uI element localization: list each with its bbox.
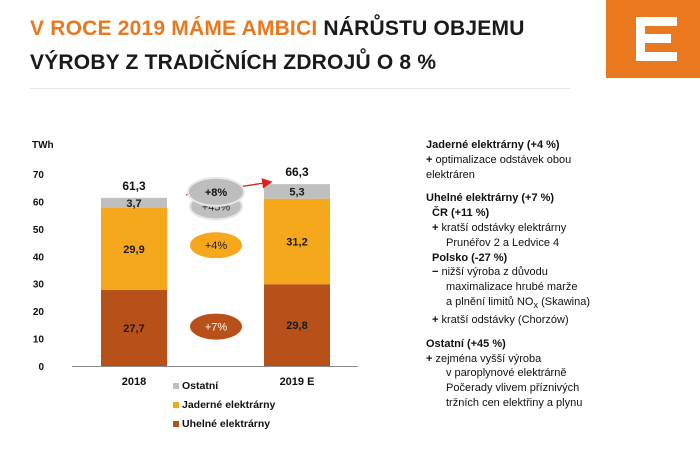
other-text-cont1: v paroplynové elektrárně xyxy=(446,367,567,380)
legend-label: Ostatní xyxy=(182,380,219,392)
other-text-cont3: tržních cen elektřiny a plynu xyxy=(446,396,583,409)
other-text: zejména vyšší výroba xyxy=(435,352,542,365)
data-label: 31,2 xyxy=(286,236,307,248)
bar-segment xyxy=(264,284,330,366)
coal-pl-sign: − xyxy=(432,266,439,279)
notes-other: Ostatní (+45 %) + zejména vyšší výroba v… xyxy=(426,337,696,411)
legend-label: Jaderné elektrárny xyxy=(182,399,276,411)
nuclear-bullet-text: optimalizace odstávek obou xyxy=(435,153,572,166)
bar-segment xyxy=(264,198,330,285)
notes-nuclear: Jaderné elektrárny (+4 %) + optimalizace… xyxy=(426,138,696,182)
change-bubble xyxy=(190,232,242,259)
coal-cz-heading: ČR (+11 %) xyxy=(432,207,490,220)
title-dark: NÁRŮSTU OBJEMU xyxy=(323,17,525,40)
coal-cz-text: kratší odstávky elektrárny xyxy=(441,221,567,234)
coal-pl2-sign: + xyxy=(432,313,439,326)
other-sign: + xyxy=(426,352,433,365)
title-accent: V ROCE 2019 MÁME AMBICI xyxy=(30,17,318,40)
legend-swatch xyxy=(173,421,179,427)
y-tick-label: 10 xyxy=(33,335,45,346)
coal-pl2-text: kratší odstávky (Chorzów) xyxy=(441,313,569,326)
x-tick-label: 2019 E xyxy=(280,376,315,388)
change-bubble xyxy=(190,313,242,340)
coal-pl-nox-sub: x xyxy=(533,300,539,311)
y-tick-label: 60 xyxy=(33,197,45,208)
total-change-bubble xyxy=(187,176,245,207)
y-tick-label: 70 xyxy=(33,170,45,181)
data-label: 29,8 xyxy=(286,320,307,332)
change-label: +7% xyxy=(205,322,228,334)
total-change-label: +8% xyxy=(205,187,228,199)
y-tick-label: 20 xyxy=(33,307,45,318)
coal-pl-text-cont1: maximalizace hrubé marže xyxy=(446,281,578,294)
bar-segment xyxy=(101,208,167,291)
data-label: 5,3 xyxy=(289,186,304,198)
coal-pl-heading: Polsko (-27 %) xyxy=(432,251,508,264)
total-label: 66,3 xyxy=(285,165,309,179)
coal-cz-text-cont: Prunéřov 2 a Ledvice 4 xyxy=(446,236,560,249)
y-tick-label: 30 xyxy=(33,280,45,291)
data-label: 3,7 xyxy=(126,198,141,210)
notes-coal: Uhelné elektrárny (+7 %) ČR (+11 %) + kr… xyxy=(426,191,696,327)
coal-pl-text-cont3: (Skawina) xyxy=(541,295,590,308)
notes-panel: Jaderné elektrárny (+4 %) + optimalizace… xyxy=(426,138,696,420)
bar-segment xyxy=(264,184,330,199)
nuclear-bullet-sign: + xyxy=(426,153,433,166)
coal-cz-sign: + xyxy=(432,221,439,234)
legend-swatch xyxy=(173,402,179,408)
coal-heading: Uhelné elektrárny (+7 %) xyxy=(426,192,555,205)
bar-segment xyxy=(101,290,167,366)
title-line2: VÝROBY Z TRADIČNÍCH ZDROJŮ O 8 % xyxy=(30,51,437,74)
nuclear-heading: Jaderné elektrárny (+4 %) xyxy=(426,139,560,151)
coal-pl-text: nižší výroba z důvodu xyxy=(441,266,548,279)
logo-mark xyxy=(636,17,677,61)
legend-swatch xyxy=(173,383,179,389)
title-divider xyxy=(30,88,570,89)
cez-logo xyxy=(606,0,700,78)
legend-label: Uhelné elektrárny xyxy=(182,418,270,430)
x-tick-label: 2018 xyxy=(122,376,146,388)
total-label: 61,3 xyxy=(122,179,146,193)
y-tick-label: 0 xyxy=(38,362,44,373)
coal-pl-text-cont2: a plnění limitů NO xyxy=(446,295,534,308)
other-heading: Ostatní (+45 %) xyxy=(426,337,506,350)
page-title: V ROCE 2019 MÁME AMBICI NÁRŮSTU OBJEMU V… xyxy=(30,12,590,80)
y-axis-unit-label: TWh xyxy=(32,140,54,151)
y-tick-label: 40 xyxy=(33,252,45,263)
other-text-cont2: Počerady vlivem příznivých xyxy=(446,382,580,395)
bar-segment xyxy=(101,197,167,209)
nuclear-bullet-text-cont: elektráren xyxy=(426,168,475,181)
chart: TWh 0 10 20 30 40 50 60 70 27,7 29,9 3,7 61,3 2018 29,… xyxy=(32,140,358,430)
data-label: 27,7 xyxy=(123,323,144,335)
data-label: 29,9 xyxy=(123,244,144,256)
change-label: +4% xyxy=(205,240,228,252)
y-tick-label: 50 xyxy=(33,225,45,236)
